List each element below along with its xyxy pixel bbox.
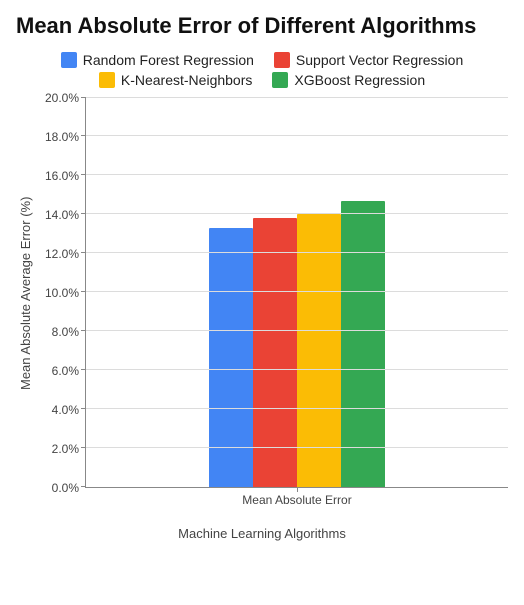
y-tick-label: 10.0% xyxy=(45,286,79,300)
y-axis: 0.0%2.0%4.0%6.0%8.0%10.0%12.0%14.0%16.0%… xyxy=(35,98,85,488)
y-tick-label: 12.0% xyxy=(45,247,79,261)
grid-line xyxy=(86,97,508,98)
legend-item: XGBoost Regression xyxy=(272,72,425,88)
y-tick-label: 4.0% xyxy=(52,403,79,417)
grid-line xyxy=(86,369,508,370)
chart-title: Mean Absolute Error of Different Algorit… xyxy=(16,12,508,40)
legend-label: K-Nearest-Neighbors xyxy=(121,72,253,88)
grid-line xyxy=(86,408,508,409)
x-tick-mark xyxy=(297,487,298,492)
grid-line xyxy=(86,174,508,175)
legend: Random Forest Regression Support Vector R… xyxy=(16,50,508,90)
y-tick-mark xyxy=(81,486,86,487)
legend-label: Support Vector Regression xyxy=(296,52,463,68)
y-tick-label: 18.0% xyxy=(45,130,79,144)
grid-line xyxy=(86,252,508,253)
legend-swatch xyxy=(272,72,288,88)
y-tick-label: 2.0% xyxy=(52,442,79,456)
legend-item: K-Nearest-Neighbors xyxy=(99,72,253,88)
plot-area: Mean Absolute Error xyxy=(85,98,508,488)
y-tick-label: 20.0% xyxy=(45,91,79,105)
y-tick-label: 0.0% xyxy=(52,481,79,495)
y-tick-label: 16.0% xyxy=(45,169,79,183)
bar xyxy=(341,201,385,487)
bars-group xyxy=(86,98,508,487)
legend-label: XGBoost Regression xyxy=(294,72,425,88)
grid-line xyxy=(86,447,508,448)
legend-item: Support Vector Regression xyxy=(274,52,463,68)
chart-area: Mean Absolute Average Error (%) 0.0%2.0%… xyxy=(16,98,508,488)
legend-swatch xyxy=(274,52,290,68)
grid-line xyxy=(86,135,508,136)
legend-item: Random Forest Regression xyxy=(61,52,254,68)
grid-line xyxy=(86,291,508,292)
grid-line xyxy=(86,213,508,214)
x-axis-title: Machine Learning Algorithms xyxy=(16,526,508,541)
y-tick-label: 14.0% xyxy=(45,208,79,222)
bar xyxy=(209,228,253,487)
legend-swatch xyxy=(99,72,115,88)
x-tick-label: Mean Absolute Error xyxy=(242,493,351,507)
legend-label: Random Forest Regression xyxy=(83,52,254,68)
y-tick-label: 8.0% xyxy=(52,325,79,339)
y-tick-label: 6.0% xyxy=(52,364,79,378)
y-axis-title: Mean Absolute Average Error (%) xyxy=(16,98,35,488)
grid-line xyxy=(86,330,508,331)
legend-swatch xyxy=(61,52,77,68)
